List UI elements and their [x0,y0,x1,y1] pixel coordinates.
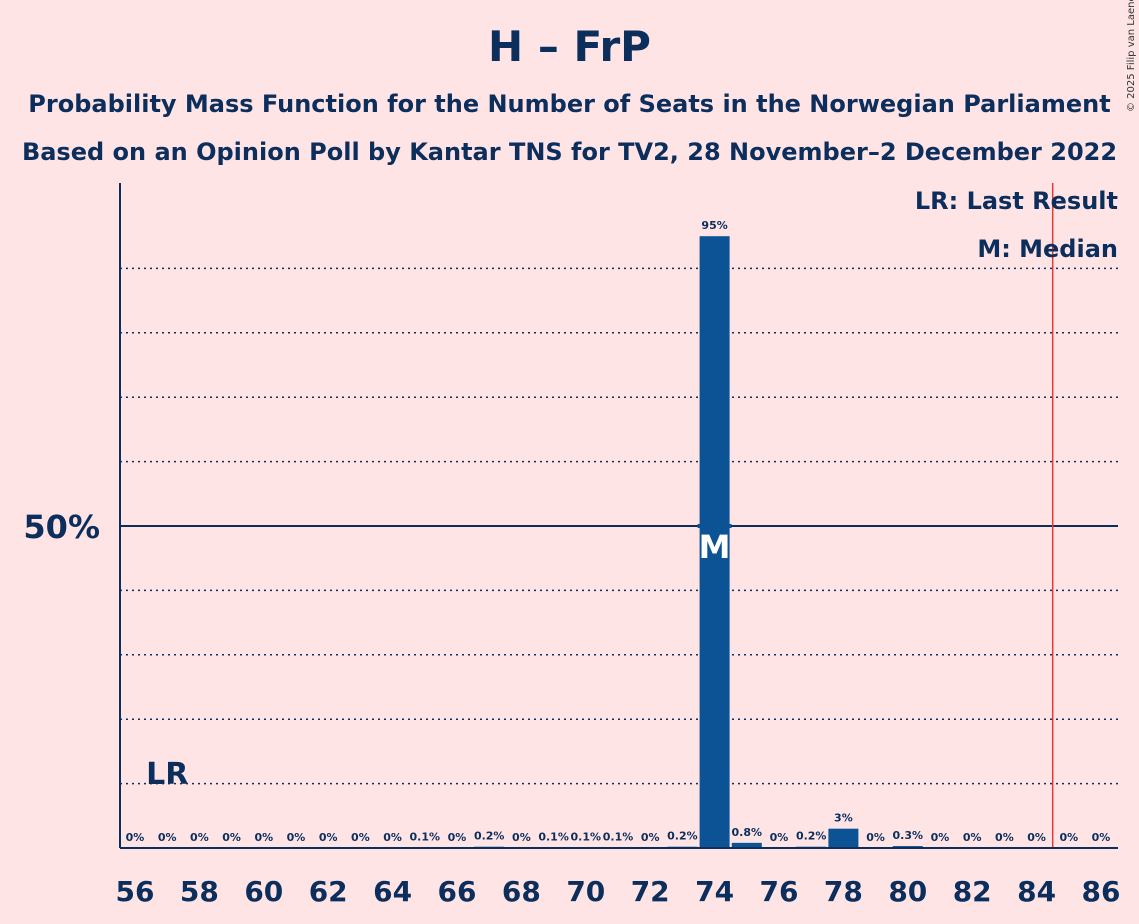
bar-label-65: 0.1% [410,830,441,843]
chart-title: H – FrP [488,22,651,71]
bar-label-59: 0% [222,831,241,844]
x-tick-labels: 56 58 60 62 64 66 68 70 72 74 76 78 80 82 84 86 [116,875,1121,908]
bar-label-58: 0% [190,831,209,844]
bar-label-79: 0% [866,831,885,844]
bar-label-83: 0% [995,831,1014,844]
bar-label-61: 0% [287,831,306,844]
bar-label-67: 0.2% [474,830,505,843]
bar-label-81: 0% [931,831,950,844]
bar-label-64: 0% [383,831,402,844]
x-tick-label-74: 74 [695,875,734,908]
x-tick-label-68: 68 [502,875,541,908]
bar-label-63: 0% [351,831,370,844]
bar-label-66: 0% [448,831,467,844]
bar-74 [699,236,730,848]
x-tick-label-76: 76 [760,875,799,908]
bar-label-85: 0% [1059,831,1078,844]
median-bar-overlay [697,524,732,528]
bar-label-77: 0.2% [796,830,827,843]
x-tick-label-84: 84 [1017,875,1056,908]
bar-label-57: 0% [158,831,177,844]
x-tick-label-72: 72 [631,875,670,908]
bar-labels: 0% 0% 0% 0% 0% 0% 0% 0% 0% 0.1% 0% 0.2% 0% 0.1% 0.1% 0.… [126,219,1111,844]
bar-label-86: 0% [1092,831,1111,844]
bar-label-75: 0.8% [732,826,763,839]
bar-label-80: 0.3% [893,829,924,842]
gridlines [120,267,1118,785]
x-tick-label-56: 56 [116,875,155,908]
bar-label-72: 0% [641,831,660,844]
x-tick-label-62: 62 [309,875,348,908]
bars [409,236,923,848]
legend-last-result: LR: Last Result [915,187,1118,215]
x-tick-label-58: 58 [180,875,219,908]
x-tick-label-70: 70 [566,875,605,908]
bar-label-56: 0% [126,831,145,844]
chart-subtitle: Probability Mass Function for the Number… [28,90,1111,118]
bar-label-84: 0% [1027,831,1046,844]
bar-label-74: 95% [701,219,727,232]
bar-label-60: 0% [254,831,273,844]
x-tick-label-78: 78 [824,875,863,908]
bar-label-76: 0% [770,831,789,844]
bar-label-69: 0.1% [538,830,569,843]
last-result-marker: LR [146,757,188,792]
chart-subtitle-poll: Based on an Opinion Poll by Kantar TNS f… [21,138,1118,166]
bar-label-70: 0.1% [571,830,602,843]
x-tick-label-82: 82 [953,875,992,908]
bar-label-73: 0.2% [667,830,698,843]
x-tick-label-64: 64 [373,875,412,908]
bar-label-62: 0% [319,831,338,844]
y-tick-label-50: 50% [23,508,100,546]
bar-label-78: 3% [834,812,853,825]
x-tick-label-60: 60 [244,875,283,908]
x-tick-label-86: 86 [1082,875,1121,908]
median-marker: M [699,528,731,566]
bar-label-68: 0% [512,831,531,844]
bar-label-82: 0% [963,831,982,844]
bar-75 [731,842,762,848]
legend-median: M: Median [977,235,1118,263]
bar-label-71: 0.1% [603,830,634,843]
bar-78 [828,828,859,848]
x-tick-label-80: 80 [888,875,927,908]
x-tick-label-66: 66 [438,875,477,908]
